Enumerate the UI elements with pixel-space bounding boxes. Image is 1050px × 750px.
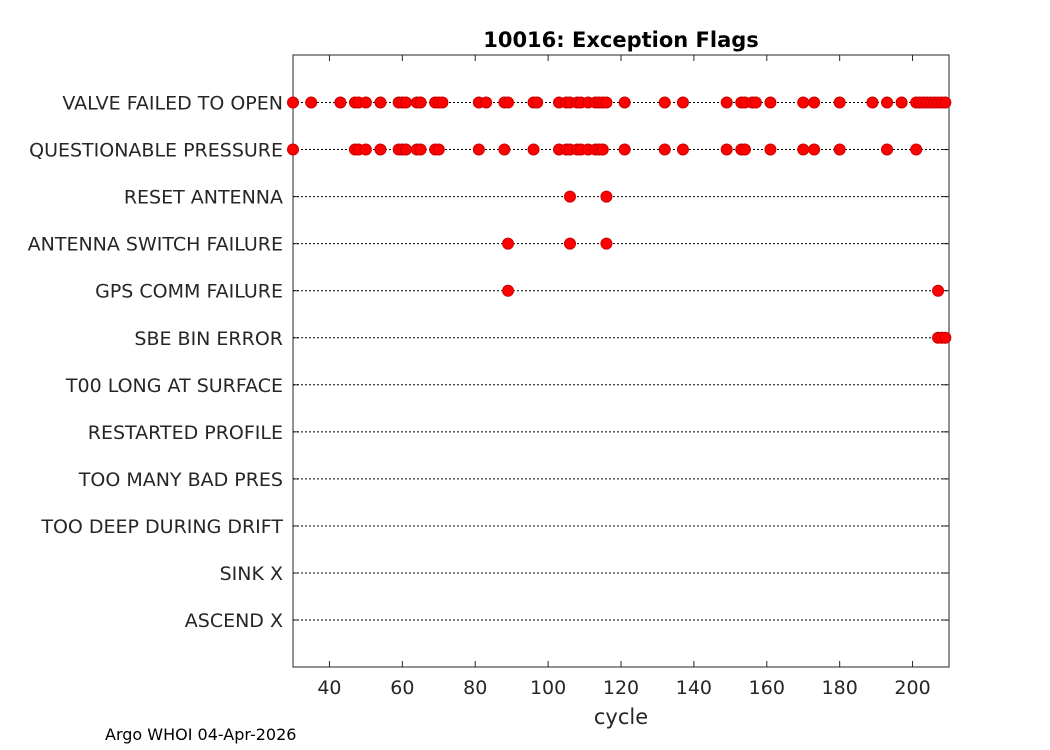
y-tick-label: T00 LONG AT SURFACE	[65, 375, 283, 397]
data-point	[600, 190, 613, 203]
data-point	[881, 96, 894, 109]
data-point	[287, 96, 299, 109]
data-point	[833, 96, 846, 109]
data-point	[432, 143, 445, 156]
data-point	[764, 143, 777, 156]
data-point	[502, 96, 515, 109]
data-point	[939, 96, 952, 109]
data-point	[600, 96, 613, 109]
x-tick-label: 80	[463, 677, 487, 699]
x-tick-label: 120	[603, 677, 639, 699]
data-point	[797, 96, 810, 109]
footer-credit: Argo WHOI 04-Apr-2026	[105, 725, 297, 744]
data-point	[374, 96, 387, 109]
data-point	[600, 237, 613, 250]
data-point	[808, 143, 821, 156]
data-point	[502, 237, 515, 250]
data-point	[808, 96, 821, 109]
y-tick-label: SBE BIN ERROR	[134, 328, 283, 350]
plot-area	[292, 54, 950, 668]
data-point	[895, 96, 908, 109]
y-tick-label: VALVE FAILED TO OPEN	[62, 93, 283, 115]
data-point	[866, 96, 879, 109]
data-point	[596, 143, 609, 156]
data-point	[749, 96, 762, 109]
data-point	[563, 237, 576, 250]
data-point	[414, 143, 427, 156]
y-tick-label: QUESTIONABLE PRESSURE	[29, 140, 283, 162]
data-point	[414, 96, 427, 109]
data-point	[563, 190, 576, 203]
data-point	[676, 143, 689, 156]
data-point	[374, 143, 387, 156]
data-point	[436, 96, 449, 109]
data-point	[359, 96, 372, 109]
data-point	[287, 143, 299, 156]
y-tick-label: RESTARTED PROFILE	[88, 422, 283, 444]
data-point	[531, 96, 544, 109]
data-point	[676, 96, 689, 109]
chart-title: 10016: Exception Flags	[483, 28, 759, 52]
y-tick-label: TOO MANY BAD PRES	[78, 469, 283, 491]
data-point	[720, 143, 733, 156]
data-point	[472, 143, 485, 156]
y-tick-label: ASCEND X	[185, 610, 283, 632]
x-tick-label: 180	[822, 677, 858, 699]
data-point	[618, 143, 631, 156]
x-tick-label: 100	[530, 677, 566, 699]
data-point	[359, 143, 372, 156]
data-point	[658, 143, 671, 156]
data-point	[764, 96, 777, 109]
y-tick-label: ANTENNA SWITCH FAILURE	[28, 234, 283, 256]
data-point	[738, 143, 751, 156]
x-axis-ticks: 40 60 80 100 120 140 160 180 200	[317, 55, 931, 699]
data-point	[939, 331, 952, 344]
y-axis-labels: VALVE FAILED TO OPEN QUESTIONABLE PRESSUR…	[28, 93, 949, 632]
data-point	[498, 143, 511, 156]
y-tick-label: TOO DEEP DURING DRIFT	[40, 516, 283, 538]
y-tick-label: GPS COMM FAILURE	[95, 281, 283, 303]
data-point	[932, 284, 945, 297]
data-point	[658, 96, 671, 109]
y-tick-label: SINK X	[220, 563, 283, 585]
x-tick-label: 40	[317, 677, 341, 699]
y-tick-label: RESET ANTENNA	[124, 187, 283, 209]
data-point	[833, 143, 846, 156]
x-tick-label: 160	[749, 677, 785, 699]
data-point	[618, 96, 631, 109]
x-tick-label: 140	[676, 677, 712, 699]
data-point	[881, 143, 894, 156]
data-point	[305, 96, 318, 109]
data-point	[720, 96, 733, 109]
data-points	[287, 96, 952, 344]
data-point	[399, 143, 412, 156]
data-point	[502, 284, 515, 297]
data-point	[334, 96, 347, 109]
data-point	[399, 96, 412, 109]
x-tick-label: 200	[894, 677, 930, 699]
data-point	[527, 143, 540, 156]
x-tick-label: 60	[390, 677, 414, 699]
data-point	[910, 143, 923, 156]
x-axis-label: cycle	[594, 705, 648, 729]
data-point	[480, 96, 493, 109]
data-point	[797, 143, 810, 156]
